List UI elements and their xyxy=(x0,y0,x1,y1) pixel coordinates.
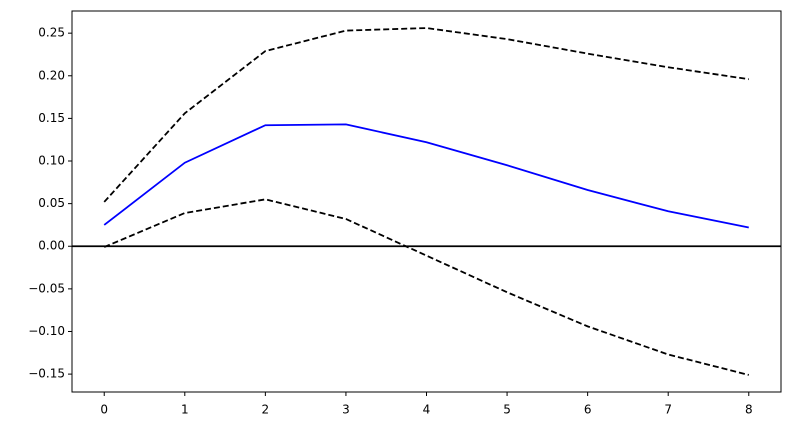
x-tick-label: 4 xyxy=(423,403,431,417)
y-tick-label: −0.15 xyxy=(28,367,65,381)
y-tick-label: 0.00 xyxy=(38,239,65,253)
x-tick-label: 6 xyxy=(584,403,592,417)
x-tick-label: 1 xyxy=(181,403,189,417)
series-line xyxy=(103,198,749,376)
y-tick-label: 0.25 xyxy=(38,26,65,40)
x-tick-label: 5 xyxy=(503,403,511,417)
series-line xyxy=(103,27,749,203)
x-tick-label: 3 xyxy=(342,403,350,417)
y-tick-label: −0.10 xyxy=(28,324,65,338)
y-tick-label: 0.10 xyxy=(38,154,65,168)
plot-frame xyxy=(71,10,782,393)
y-tick-label: 0.20 xyxy=(38,68,65,82)
x-tick-label: 8 xyxy=(745,403,753,417)
x-tick-label: 2 xyxy=(262,403,270,417)
series-line xyxy=(103,123,749,229)
x-tick-label: 7 xyxy=(664,403,672,417)
y-tick-label: −0.05 xyxy=(28,281,65,295)
y-tick-label: 0.05 xyxy=(38,196,65,210)
x-tick-label: 0 xyxy=(100,403,108,417)
y-tick-label: 0.15 xyxy=(38,111,65,125)
